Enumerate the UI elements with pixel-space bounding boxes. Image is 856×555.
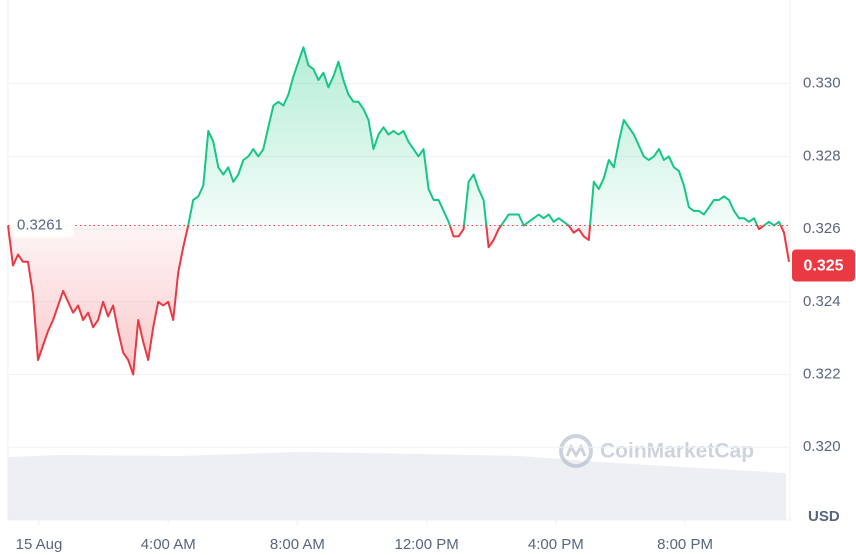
y-tick-label: 0.320 [803, 438, 841, 455]
last-price-box [792, 249, 855, 282]
x-tick-label: 4:00 AM [141, 536, 196, 553]
watermark-logo-mark [565, 443, 587, 458]
y-tick-label: 0.328 [803, 147, 841, 164]
price-area [8, 47, 789, 375]
x-tick-label: 12:00 PM [395, 536, 459, 553]
unit-label: USD [808, 508, 840, 525]
baseline-label: 0.3261 [17, 216, 63, 233]
y-tick-label: 0.326 [803, 220, 841, 237]
x-tick-label: 8:00 PM [657, 536, 713, 553]
watermark: CoinMarketCap [600, 440, 754, 463]
x-tick-label: 4:00 PM [528, 536, 584, 553]
watermark-logo [559, 434, 593, 468]
y-tick-label: 0.324 [803, 293, 841, 310]
y-tick-label: 0.330 [803, 75, 841, 92]
y-tick-label: 0.322 [803, 366, 841, 383]
volume-area [8, 452, 786, 520]
last-price-label: 0.325 [803, 258, 843, 275]
x-tick-label: 15 Aug [16, 536, 63, 553]
baseline-label-box [12, 213, 74, 238]
price-line [7, 46, 790, 376]
x-tick-label: 8:00 AM [270, 536, 325, 553]
watermark-group: CoinMarketCap [559, 434, 754, 468]
